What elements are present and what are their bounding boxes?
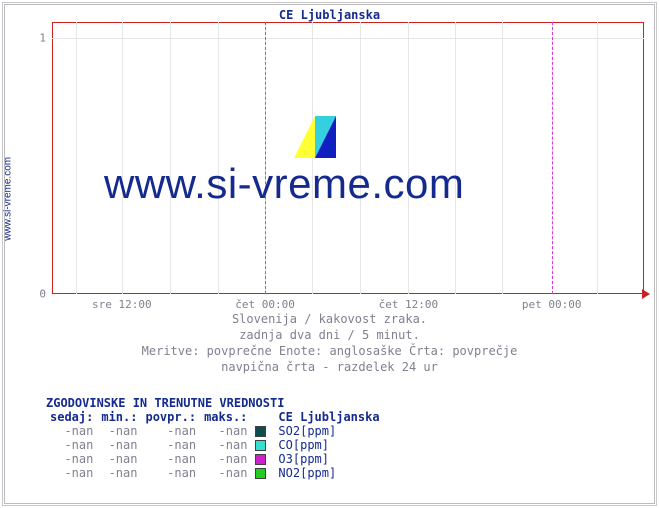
legend-value: -nan [46, 452, 97, 466]
plot-area: 01sre 12:00čet 00:00čet 12:00pet 00:00 [52, 22, 644, 294]
legend-value: -nan [200, 466, 251, 480]
legend-row: -nan-nan-nan-nanSO2[ppm] [46, 424, 384, 438]
legend-value: -nan [97, 438, 141, 452]
legend-col-header: sedaj: [46, 410, 97, 424]
legend-value: -nan [97, 466, 141, 480]
legend-area: ZGODOVINSKE IN TRENUTNE VREDNOSTI sedaj:… [46, 396, 384, 480]
legend-col-header: povpr.: [141, 410, 200, 424]
legend-swatch-icon [255, 426, 266, 437]
legend-station: CE Ljubljanska [274, 410, 383, 424]
legend-swatch-icon [255, 440, 266, 451]
legend-swatch-cell [251, 424, 274, 438]
plot-border [52, 22, 644, 294]
watermark-text: www.si-vreme.com [104, 160, 464, 208]
legend-swatch-icon [255, 454, 266, 465]
legend-col-header: min.: [97, 410, 141, 424]
legend-value: -nan [141, 452, 200, 466]
yaxis-site-label: www.si-vreme.com [3, 157, 14, 241]
ytick-label: 0 [39, 288, 46, 301]
end-arrow-icon [642, 289, 650, 299]
legend-series-name: CO[ppm] [274, 438, 383, 452]
legend-row: -nan-nan-nan-nanCO[ppm] [46, 438, 384, 452]
gridline-v-minor [455, 22, 456, 294]
xtick-label: čet 00:00 [235, 298, 295, 311]
xtick-label: sre 12:00 [92, 298, 152, 311]
legend-row: -nan-nan-nan-nanNO2[ppm] [46, 466, 384, 480]
gridline-h [52, 38, 644, 39]
xtick-label: čet 12:00 [379, 298, 439, 311]
legend-heading: ZGODOVINSKE IN TRENUTNE VREDNOSTI [46, 396, 384, 410]
legend-value: -nan [46, 466, 97, 480]
gridline-v-minor [312, 22, 313, 294]
gridline-v [408, 22, 409, 294]
legend-header-row: sedaj:min.:povpr.:maks.: CE Ljubljanska [46, 410, 384, 424]
chart-subtitle-line: zadnja dva dni / 5 minut. [0, 328, 659, 342]
day-separator [265, 22, 266, 294]
legend-value: -nan [141, 466, 200, 480]
legend-value: -nan [141, 424, 200, 438]
legend-swatch-cell [251, 466, 274, 480]
legend-value: -nan [200, 424, 251, 438]
xtick-label: pet 00:00 [522, 298, 582, 311]
legend-table: sedaj:min.:povpr.:maks.: CE Ljubljanska -n… [46, 410, 384, 480]
ytick-label: 1 [39, 32, 46, 45]
gridline-v-minor [597, 22, 598, 294]
legend-value: -nan [200, 438, 251, 452]
chart-subtitle-line: Slovenija / kakovost zraka. [0, 312, 659, 326]
gridline-v-minor [170, 22, 171, 294]
gridline-v-minor [502, 22, 503, 294]
gridline-v-minor [76, 22, 77, 294]
day-separator [552, 22, 553, 294]
legend-series-name: O3[ppm] [274, 452, 383, 466]
chart-subtitle-line: navpična črta - razdelek 24 ur [0, 360, 659, 374]
chart-subtitle-line: Meritve: povprečne Enote: anglosaške Črt… [0, 344, 659, 358]
legend-value: -nan [97, 452, 141, 466]
legend-value: -nan [97, 424, 141, 438]
legend-value: -nan [46, 424, 97, 438]
chart-title: CE Ljubljanska [0, 8, 659, 22]
legend-value: -nan [200, 452, 251, 466]
legend-series-name: NO2[ppm] [274, 466, 383, 480]
legend-swatch-cell [251, 452, 274, 466]
legend-swatch-cell [251, 438, 274, 452]
legend-col-header: maks.: [200, 410, 251, 424]
gridline-v [122, 22, 123, 294]
legend-value: -nan [141, 438, 200, 452]
watermark-icon [294, 116, 336, 158]
legend-swatch-icon [255, 468, 266, 479]
gridline-v-minor [218, 22, 219, 294]
legend-row: -nan-nan-nan-nanO3[ppm] [46, 452, 384, 466]
legend-series-name: SO2[ppm] [274, 424, 383, 438]
gridline-v-minor [360, 22, 361, 294]
legend-value: -nan [46, 438, 97, 452]
